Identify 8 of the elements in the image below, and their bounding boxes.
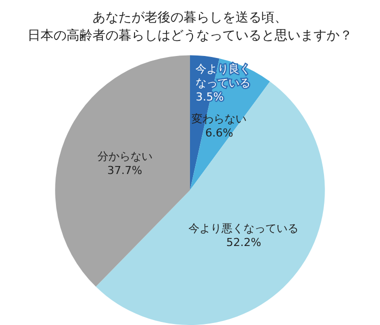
chart-title: あなたが老後の暮らしを送る頃、日本の高齢者の暮らしはどうなっていると思いますか？ bbox=[28, 10, 352, 44]
slice-label: 今より悪くなっている bbox=[188, 222, 299, 236]
data-label: 52.2% bbox=[226, 236, 262, 250]
slice-label: 分からない bbox=[97, 150, 152, 164]
data-label: 6.6% bbox=[205, 126, 234, 140]
slice-label: 変わらない bbox=[192, 112, 247, 126]
data-label: 3.5% bbox=[196, 90, 224, 104]
data-label: 37.7% bbox=[107, 164, 142, 178]
